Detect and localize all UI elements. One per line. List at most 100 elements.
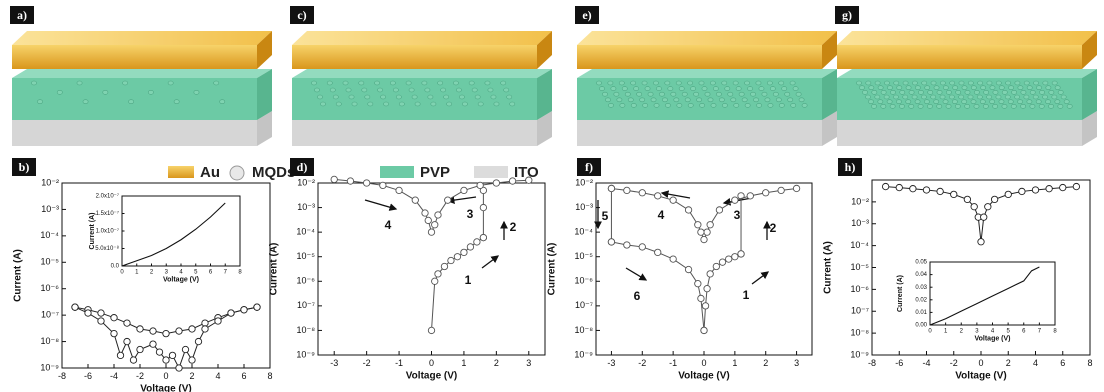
quantum-dot bbox=[193, 90, 200, 95]
quantum-dot bbox=[721, 80, 728, 86]
quantum-dot bbox=[1014, 94, 1020, 100]
quantum-dot bbox=[967, 80, 974, 86]
au-side bbox=[1082, 31, 1097, 69]
panel-label: f) bbox=[585, 160, 593, 174]
quantum-dot bbox=[414, 101, 421, 107]
quantum-dot bbox=[696, 97, 703, 103]
ito-layer bbox=[292, 120, 537, 146]
quantum-dot bbox=[621, 86, 628, 91]
charts: -8 -6 -4 -2 0 2 4 6 8 10⁻⁹ 10⁻⁸ 10⁻⁷ 10⁻⁶ 10⁻⁵ 10⁻⁴ 10⁻… bbox=[12, 158, 1093, 392]
quantum-dot bbox=[912, 80, 918, 86]
data-point bbox=[508, 177, 517, 185]
data-point bbox=[963, 195, 972, 204]
data-point bbox=[1045, 185, 1053, 193]
data-point bbox=[175, 364, 183, 372]
ito-layer bbox=[577, 120, 822, 146]
panel-label: h) bbox=[845, 160, 856, 174]
quantum-dot bbox=[639, 97, 646, 103]
data-point bbox=[395, 186, 403, 195]
data-point bbox=[1031, 186, 1040, 194]
data-point bbox=[71, 303, 79, 311]
data-point bbox=[694, 221, 702, 229]
quantum-dot bbox=[358, 80, 365, 86]
quantum-dot bbox=[430, 101, 437, 107]
quantum-dot bbox=[219, 99, 226, 104]
x-tick-label: 8 bbox=[267, 371, 272, 381]
x-tick-label: 8 bbox=[1053, 328, 1057, 334]
quantum-dot bbox=[772, 91, 779, 97]
quantum-dot bbox=[945, 104, 952, 109]
data-point bbox=[712, 262, 720, 271]
quantum-dot bbox=[1045, 99, 1051, 104]
au-layer bbox=[837, 45, 1082, 69]
quantum-dot bbox=[704, 91, 711, 97]
x-tick-label: 5 bbox=[194, 269, 198, 275]
quantum-dot bbox=[930, 80, 937, 86]
plot-frame bbox=[929, 261, 1056, 326]
quantum-dot bbox=[744, 103, 751, 108]
data-point bbox=[447, 256, 455, 265]
quantum-dot bbox=[392, 87, 399, 93]
quantum-dot bbox=[459, 94, 465, 100]
x-tick-label: 6 bbox=[209, 269, 213, 275]
x-tick-label: 6 bbox=[1060, 358, 1065, 368]
quantum-dot bbox=[798, 97, 805, 103]
quantum-dot bbox=[644, 86, 651, 91]
data-point bbox=[444, 196, 452, 204]
data-point bbox=[909, 185, 917, 193]
y-tick-label: 10⁻⁶ bbox=[575, 276, 594, 286]
x-axis-label: Voltage (V) bbox=[678, 370, 729, 381]
quantum-dot bbox=[927, 90, 934, 95]
quantum-dot bbox=[351, 101, 358, 107]
quantum-dot bbox=[893, 94, 899, 100]
quantum-dot bbox=[437, 80, 444, 86]
quantum-dot bbox=[789, 80, 796, 86]
quantum-dot bbox=[641, 80, 648, 86]
data-point bbox=[253, 303, 261, 311]
x-tick-label: -1 bbox=[395, 358, 403, 368]
quantum-dot bbox=[992, 104, 999, 109]
data-point bbox=[777, 186, 785, 195]
y-tick-label: 10⁻² bbox=[851, 196, 869, 206]
data-point bbox=[136, 345, 144, 354]
data-point bbox=[881, 182, 890, 191]
data-point bbox=[792, 184, 801, 193]
data-point bbox=[136, 325, 144, 333]
data-point bbox=[227, 309, 235, 317]
legend-label: PVP bbox=[420, 164, 450, 181]
quantum-dot bbox=[718, 97, 725, 103]
quantum-dot bbox=[1004, 94, 1011, 100]
y-tick-label: 10⁻⁶ bbox=[297, 276, 316, 286]
data-point bbox=[434, 211, 442, 219]
quantum-dot bbox=[687, 80, 694, 86]
quantum-dot bbox=[1066, 104, 1073, 109]
pvp-top bbox=[292, 69, 552, 78]
data-point bbox=[123, 337, 131, 346]
quantum-dot bbox=[899, 104, 905, 109]
series-line bbox=[431, 237, 484, 331]
quantum-dot bbox=[871, 104, 877, 109]
data-point bbox=[607, 184, 616, 193]
pvp-side bbox=[822, 69, 837, 120]
x-tick-label: 4 bbox=[215, 371, 220, 381]
x-tick-label: 4 bbox=[1033, 358, 1038, 368]
data-point bbox=[725, 255, 733, 263]
x-tick-label: -4 bbox=[922, 358, 930, 368]
data-point bbox=[201, 325, 209, 333]
quantum-dot bbox=[653, 80, 659, 86]
legend-swatch bbox=[168, 166, 194, 178]
data-point bbox=[188, 325, 196, 333]
quantum-dot bbox=[730, 97, 737, 103]
quantum-dot bbox=[871, 90, 878, 95]
data-point bbox=[737, 250, 745, 258]
chart: -8 -6 -4 -2 0 2 4 6 8 10⁻⁹ 10⁻⁸ 10⁻⁷ 10⁻⁶ 10⁻⁵ 10⁻⁴ 10⁻… bbox=[12, 158, 273, 392]
data-point bbox=[623, 186, 631, 195]
x-tick-label: 0 bbox=[120, 269, 124, 275]
quantum-dot bbox=[930, 94, 937, 100]
au-side bbox=[537, 31, 552, 69]
quantum-dot bbox=[992, 90, 999, 95]
data-point bbox=[476, 181, 484, 190]
quantum-dot bbox=[656, 86, 662, 91]
quantum-dot bbox=[31, 80, 37, 86]
quantum-dot bbox=[766, 80, 773, 86]
